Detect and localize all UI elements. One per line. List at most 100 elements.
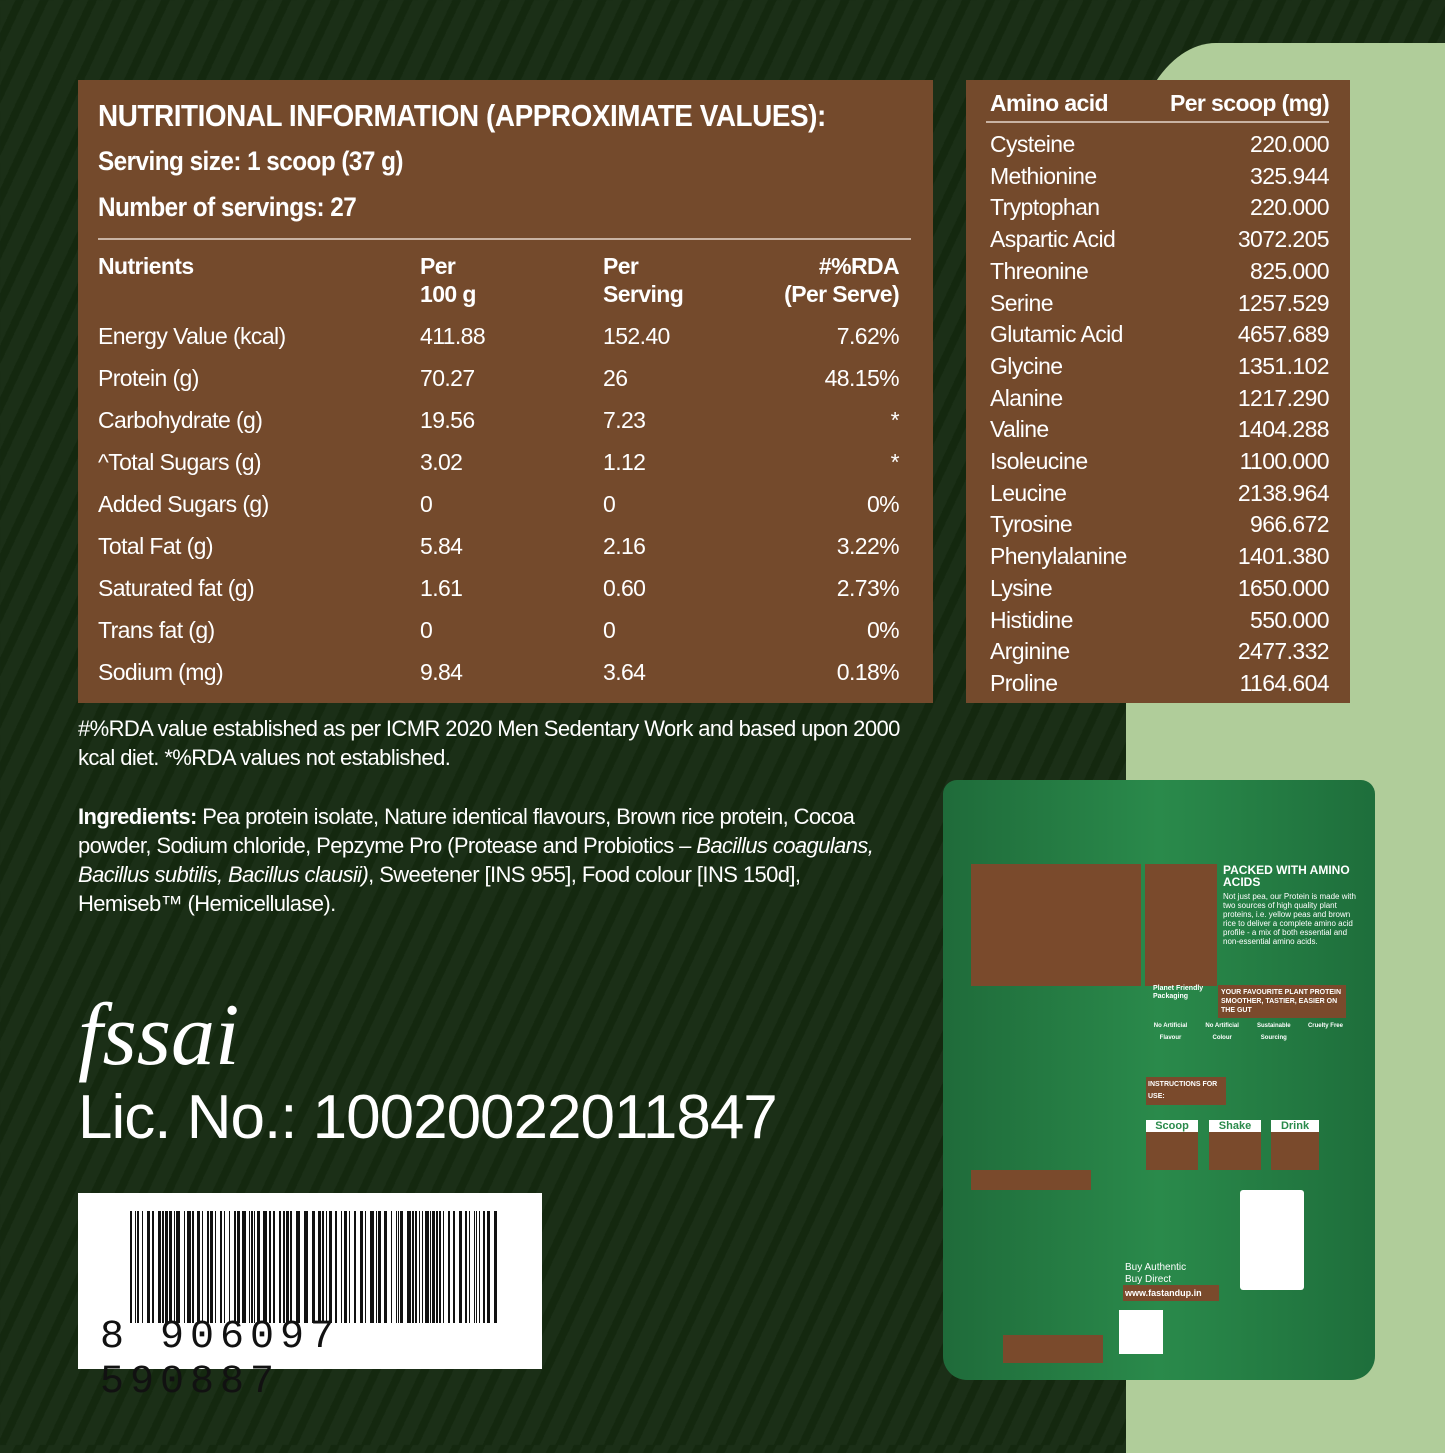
header-per-scoop: Per scoop (mg): [1169, 90, 1330, 116]
nutrition-cell: 26: [603, 365, 628, 391]
step-shake: Shake: [1209, 1120, 1261, 1170]
nutrition-cell: 0: [603, 491, 616, 517]
barcode-bar: [398, 1211, 399, 1323]
barcode-bar: [370, 1211, 374, 1323]
header-per-100g: Per 100 g: [420, 253, 476, 307]
barcode-bar: [312, 1211, 315, 1323]
barcode-bar: [279, 1211, 281, 1323]
amino-cell: Tryptophan: [990, 194, 1100, 221]
amino-cell: 1650.000: [1237, 574, 1330, 601]
barcode-bar: [326, 1211, 327, 1323]
barcode-bar: [290, 1211, 292, 1323]
barcode-bar: [430, 1211, 431, 1323]
amino-cell: 550.000: [1250, 606, 1330, 633]
nutrition-cell: Energy Value (kcal): [98, 323, 286, 349]
nutrition-cell: *: [890, 449, 900, 475]
barcode-bar: [202, 1211, 203, 1323]
nutrition-cell: 5.84: [420, 533, 463, 559]
badge: Sustainable Sourcing: [1256, 1023, 1291, 1041]
header-rda: #%RDA (Per Serve): [784, 253, 899, 307]
barcode-bar: [257, 1211, 260, 1323]
barcode-bar: [391, 1211, 392, 1323]
ingredients: Ingredients: Pea protein isolate, Nature…: [78, 802, 898, 918]
ingredients-italic: Bacillus coagulans, Bacillus subtilis, B…: [78, 833, 874, 887]
ingredients-text: Pea protein isolate, Nature identical fl…: [78, 804, 855, 858]
amino-cell: 325.944: [1250, 162, 1330, 189]
nutrition-cell: 70.27: [420, 365, 475, 391]
barcode-bar: [135, 1211, 136, 1323]
fssai-logo: fssai: [78, 987, 240, 1084]
amino-cell: Histidine: [990, 606, 1073, 633]
nutrition-cell: 0.60: [603, 575, 646, 601]
nutrition-cell: 7.23: [603, 407, 646, 433]
amino-cell: Arginine: [990, 638, 1070, 665]
pouch-banner: YOUR FAVOURITE PLANT PROTEIN SMOOTHER, T…: [1218, 985, 1346, 1018]
barcode-bar: [465, 1211, 467, 1323]
amino-acid-table: Amino acid Per scoop (mg) Cysteine 220.00…: [966, 80, 1350, 703]
nutrition-cell: Sodium (mg): [98, 659, 224, 685]
nutrition-row: Saturated fat (g) 1.61 0.60 2.73%: [98, 575, 900, 605]
barcode-bar: [453, 1211, 455, 1323]
barcode-bar: [142, 1211, 143, 1323]
product-pouch-image: PACKED WITH AMINO ACIDS Not just pea, ou…: [943, 780, 1375, 1380]
nutrition-cell: 0%: [866, 491, 900, 517]
pouch-buy: Buy Authentic Buy Direct: [1125, 1262, 1187, 1285]
nutrition-cell: 3.22%: [836, 533, 900, 559]
nutrition-cell: 2.73%: [836, 575, 900, 601]
barcode-bar: [378, 1211, 381, 1323]
amino-cell: 220.000: [1250, 131, 1330, 157]
amino-cell: Glutamic Acid: [990, 321, 1123, 348]
header-amino-acid: Amino acid: [990, 90, 1109, 116]
nutrition-row: Trans fat (g) 0 0 0%: [98, 617, 900, 647]
barcode-bar: [415, 1211, 417, 1323]
barcode-bar: [494, 1211, 497, 1323]
pouch-body: Not just pea, our Protein is made with t…: [1223, 892, 1356, 946]
barcode-bar: [269, 1211, 271, 1323]
nutrition-row: ^Total Sugars (g) 3.02 1.12 *: [98, 449, 900, 479]
badge: Cruelty Free: [1307, 1023, 1343, 1029]
amino-cell: Glycine: [990, 352, 1063, 379]
barcode: 8 906097 590887: [78, 1193, 542, 1405]
barcode-bar: [422, 1211, 423, 1323]
amino-cell: 966.672: [1250, 511, 1330, 538]
barcode-bar: [341, 1211, 342, 1323]
nutrition-cell: 0.18%: [836, 659, 900, 685]
barcode-bar: [254, 1211, 255, 1323]
barcode-bar: [249, 1211, 250, 1323]
nutrition-cell: 48.15%: [824, 365, 900, 391]
nutrition-cell: 0: [420, 617, 433, 643]
nutrition-cell: ^Total Sugars (g): [98, 449, 262, 475]
amino-cell: Lysine: [990, 574, 1053, 601]
nutrition-row: Added Sugars (g) 0 0 0%: [98, 491, 900, 521]
barcode-bar: [474, 1211, 475, 1323]
header-nutrients: Nutrients: [98, 253, 194, 279]
nutrition-cell: 3.64: [603, 659, 646, 685]
step-drink: Drink: [1271, 1120, 1319, 1170]
amino-cell: 1351.102: [1237, 352, 1330, 379]
amino-cell: Threonine: [990, 257, 1089, 284]
nutrition-cell: 9.84: [420, 659, 463, 685]
barcode-bar: [174, 1211, 175, 1323]
nutrition-cell: 1.12: [603, 449, 646, 475]
nutrition-cell: Protein (g): [98, 365, 199, 391]
amino-cell: Isoleucine: [990, 448, 1088, 474]
pouch-instructions: INSTRUCTIONS FOR USE:: [1146, 1077, 1226, 1105]
pouch-badges: No Artificial Flavour No Artificial Colo…: [1148, 1020, 1348, 1044]
barcode-bar: [152, 1211, 154, 1323]
barcode-bar: [469, 1211, 470, 1323]
nutrition-row: Sodium (mg) 9.84 3.64 0.18%: [98, 659, 900, 689]
amino-cell: Cysteine: [990, 131, 1075, 157]
barcode-bar: [215, 1211, 216, 1323]
nutrition-cell: 3.02: [420, 449, 463, 475]
barcode-bar: [419, 1211, 420, 1323]
nutrition-cell: Saturated fat (g): [98, 575, 255, 601]
barcode-bar: [210, 1211, 213, 1323]
nutrition-row: Total Fat (g) 5.84 2.16 3.22%: [98, 533, 900, 563]
barcode-bar: [251, 1211, 253, 1323]
barcode-bar: [459, 1211, 462, 1323]
nutrition-cell: Added Sugars (g): [98, 491, 269, 517]
amino-cell: 825.000: [1250, 257, 1330, 284]
amino-cell: 1100.000: [1239, 448, 1330, 474]
barcode-number: 8 906097 590887: [100, 1315, 341, 1405]
badge: No Artificial Flavour: [1153, 1023, 1188, 1041]
